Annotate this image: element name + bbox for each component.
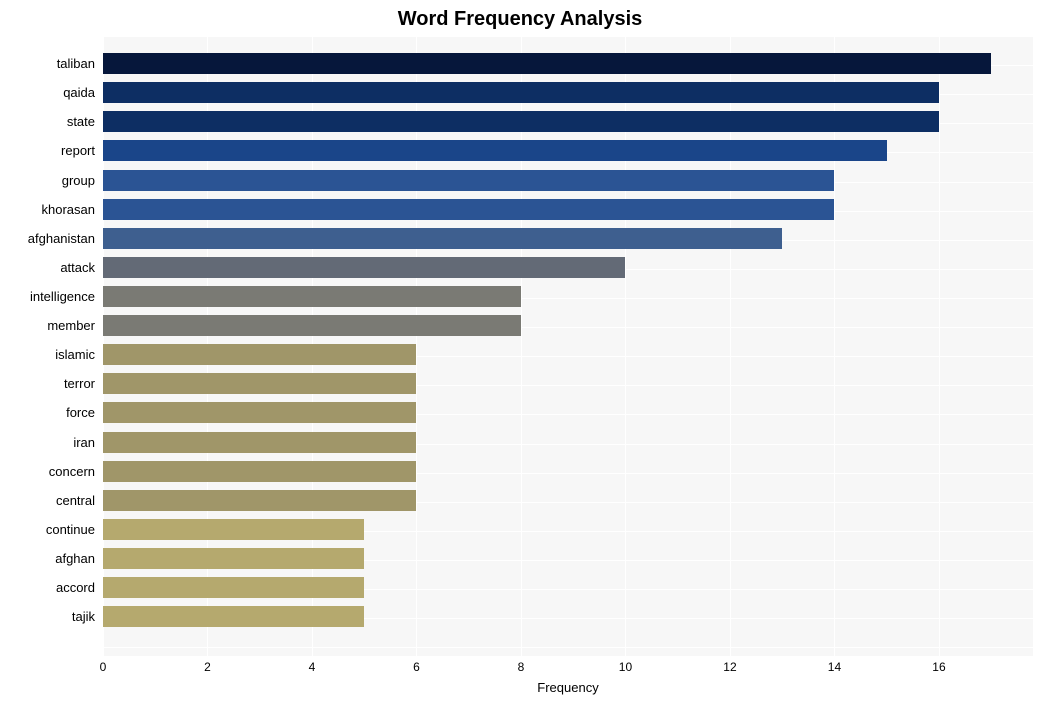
y-tick-label: central [0, 493, 95, 508]
bar-row [103, 199, 1033, 220]
bar-row [103, 490, 1033, 511]
y-tick-label: attack [0, 260, 95, 275]
y-tick-label: force [0, 405, 95, 420]
bar-row [103, 432, 1033, 453]
y-tick-label: continue [0, 522, 95, 537]
bar [103, 461, 416, 482]
x-tick-label: 0 [100, 660, 107, 674]
y-tick-label: terror [0, 376, 95, 391]
bar-row [103, 111, 1033, 132]
chart-container: Word Frequency Analysis Frequency taliba… [0, 0, 1040, 701]
bar [103, 53, 991, 74]
bar-row [103, 519, 1033, 540]
y-gridline [103, 36, 1033, 37]
bar [103, 402, 416, 423]
x-tick-label: 8 [518, 660, 525, 674]
y-tick-label: taliban [0, 56, 95, 71]
bar-row [103, 461, 1033, 482]
x-tick-label: 10 [619, 660, 632, 674]
y-tick-label: intelligence [0, 289, 95, 304]
bar [103, 286, 521, 307]
x-axis-title: Frequency [103, 680, 1033, 695]
bar [103, 140, 887, 161]
bar [103, 344, 416, 365]
x-tick-label: 6 [413, 660, 420, 674]
x-tick-label: 2 [204, 660, 211, 674]
y-tick-label: afghanistan [0, 231, 95, 246]
bar [103, 82, 939, 103]
y-tick-label: concern [0, 464, 95, 479]
plot-area [103, 36, 1033, 656]
bar [103, 199, 834, 220]
bar-row [103, 606, 1033, 627]
x-tick-label: 16 [932, 660, 945, 674]
bar [103, 490, 416, 511]
chart-title: Word Frequency Analysis [0, 8, 1040, 31]
bar-row [103, 228, 1033, 249]
y-tick-label: report [0, 143, 95, 158]
bar-row [103, 286, 1033, 307]
x-tick-label: 4 [309, 660, 316, 674]
y-tick-label: member [0, 318, 95, 333]
bar [103, 228, 782, 249]
bar-row [103, 53, 1033, 74]
y-gridline [103, 647, 1033, 648]
bar [103, 170, 834, 191]
y-tick-label: afghan [0, 551, 95, 566]
bar-row [103, 344, 1033, 365]
y-tick-label: group [0, 173, 95, 188]
y-tick-label: accord [0, 580, 95, 595]
bar-row [103, 548, 1033, 569]
y-tick-label: khorasan [0, 202, 95, 217]
bar [103, 257, 625, 278]
y-tick-label: islamic [0, 347, 95, 362]
y-tick-label: iran [0, 435, 95, 450]
y-tick-label: qaida [0, 85, 95, 100]
y-tick-label: state [0, 114, 95, 129]
x-tick-label: 14 [828, 660, 841, 674]
bar-row [103, 577, 1033, 598]
bar-row [103, 257, 1033, 278]
bar-row [103, 402, 1033, 423]
bar-row [103, 82, 1033, 103]
bar-row [103, 170, 1033, 191]
bar [103, 373, 416, 394]
y-tick-label: tajik [0, 609, 95, 624]
bar [103, 606, 364, 627]
bar-row [103, 373, 1033, 394]
bar-row [103, 315, 1033, 336]
bar [103, 548, 364, 569]
bar [103, 315, 521, 336]
x-tick-label: 12 [723, 660, 736, 674]
bar [103, 432, 416, 453]
bar [103, 577, 364, 598]
bar [103, 519, 364, 540]
bar-row [103, 140, 1033, 161]
bar [103, 111, 939, 132]
